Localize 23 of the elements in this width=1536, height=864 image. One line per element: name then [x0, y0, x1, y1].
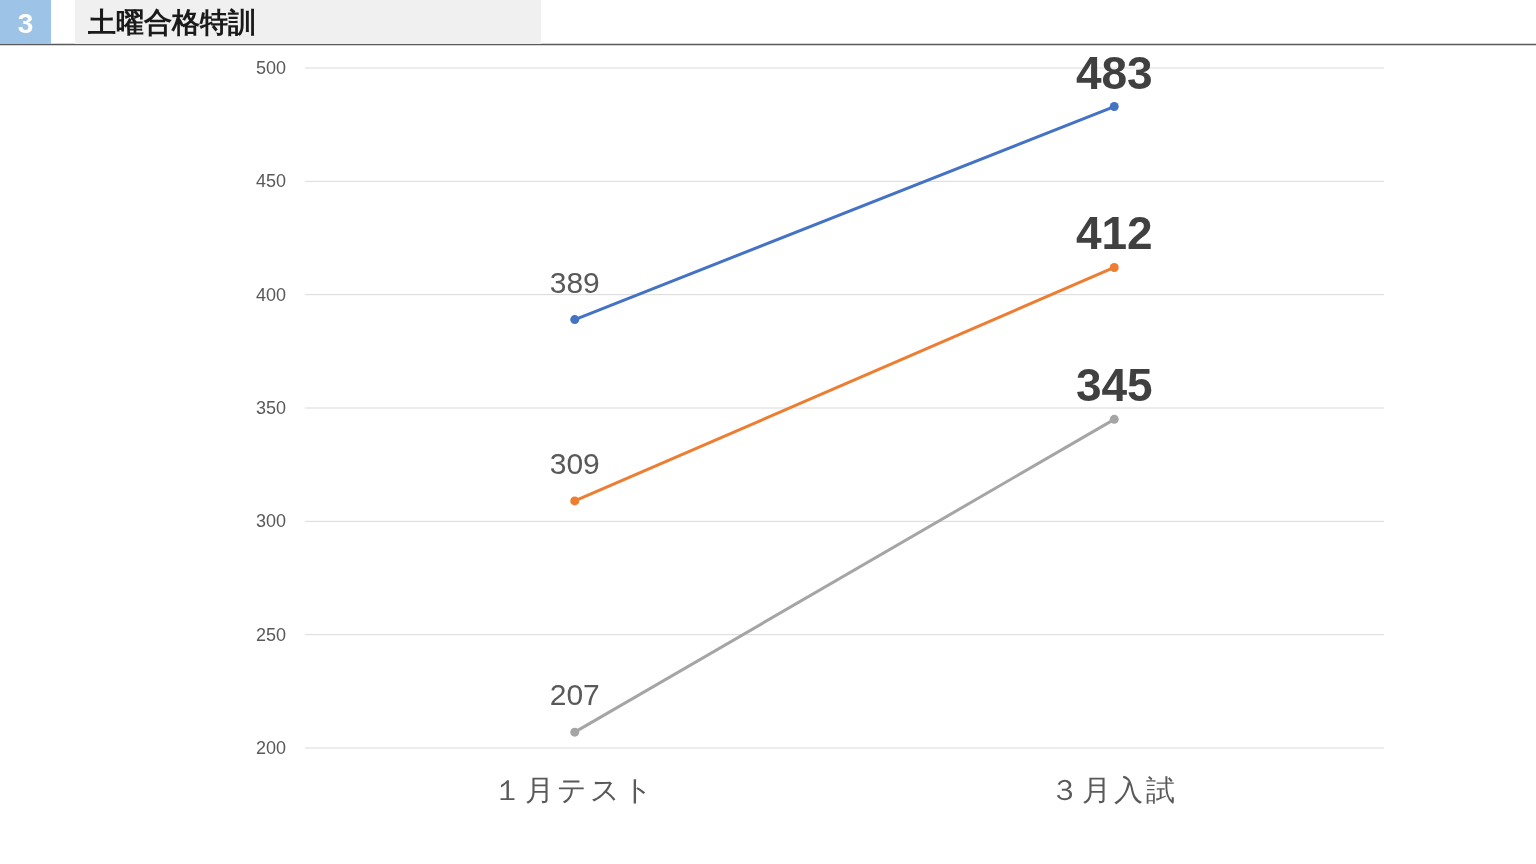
- point: [570, 496, 580, 506]
- data-label: 345: [1075, 359, 1153, 412]
- y-tick-label: 300: [255, 511, 286, 532]
- point: [570, 727, 580, 737]
- data-label: 207: [549, 678, 600, 712]
- point: [1109, 102, 1119, 112]
- point: [570, 315, 580, 325]
- data-label: 412: [1075, 207, 1153, 260]
- x-tick-label: ３月入試: [1050, 774, 1179, 806]
- point: [1109, 414, 1119, 424]
- y-tick-label: 400: [255, 284, 286, 305]
- y-tick-label: 450: [255, 171, 286, 192]
- point: [1109, 262, 1119, 272]
- y-tick-label: 500: [255, 58, 286, 78]
- y-tick-label: 200: [255, 738, 286, 758]
- data-label: 309: [549, 446, 600, 480]
- data-label: 483: [1075, 46, 1153, 99]
- y-tick-label: 250: [255, 624, 286, 645]
- header: 3 土曜合格特訓: [0, 0, 1536, 46]
- x-tick-label: １月テスト: [493, 774, 657, 806]
- y-tick-label: 350: [255, 398, 286, 418]
- chart-title: 土曜合格特訓: [87, 7, 256, 38]
- data-label: 389: [549, 265, 600, 299]
